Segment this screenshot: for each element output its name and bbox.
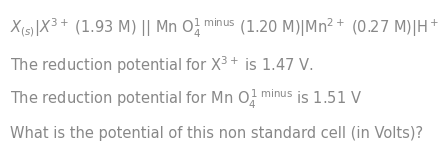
Text: The reduction potential for Mn O$_4^{\,\mathrm{1\ minus}}$ is 1.51 V: The reduction potential for Mn O$_4^{\,\…: [10, 88, 361, 111]
Text: The reduction potential for X$^{3+}$ is 1.47 V.: The reduction potential for X$^{3+}$ is …: [10, 55, 313, 76]
Text: $X_{(s)}|X^{3+}$ (1.93 M) || Mn O$_4^{\mathrm{1\ minus}}$ (1.20 M)|Mn$^{2+}$ (0.: $X_{(s)}|X^{3+}$ (1.93 M) || Mn O$_4^{\m…: [10, 16, 438, 39]
Text: What is the potential of this non standard cell (in Volts)?: What is the potential of this non standa…: [10, 126, 422, 141]
